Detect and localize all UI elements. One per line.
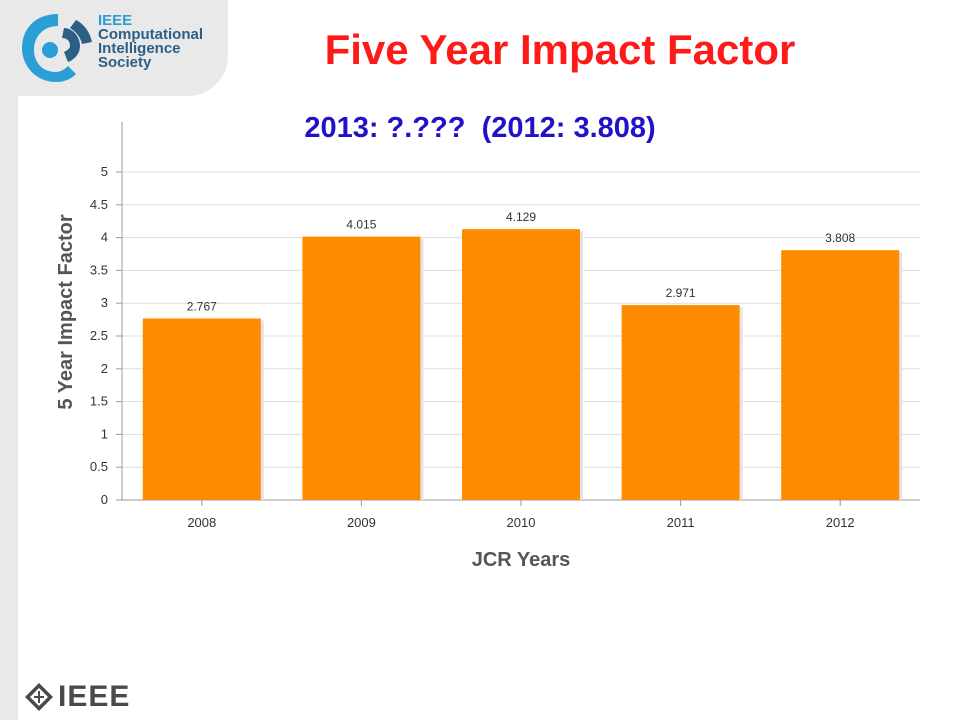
left-strip xyxy=(0,0,18,720)
logo-line-society: Society xyxy=(98,54,152,71)
logo-line-ieee: IEEE xyxy=(98,12,133,29)
y-tick-label: 3 xyxy=(101,295,108,310)
logo-panel: IEEE Computational Intelligence Society xyxy=(0,0,228,96)
bar-2011 xyxy=(621,305,740,500)
x-axis-title: JCR Years xyxy=(472,549,571,571)
y-tick-label: 3.5 xyxy=(90,262,108,277)
slide-subtitle: 2013: ?.??? (2012: 3.808) xyxy=(304,112,656,144)
y-tick-label: 4 xyxy=(101,230,108,245)
y-tick-label: 2.5 xyxy=(90,328,108,343)
bar-2012 xyxy=(781,250,900,500)
data-label: 3.808 xyxy=(825,231,855,245)
y-tick-label: 5 xyxy=(101,164,108,179)
logo-line-computational: Computational xyxy=(98,26,203,43)
x-tick-label: 2009 xyxy=(347,515,376,530)
y-tick-label: 2 xyxy=(101,361,108,376)
slide-title: Five Year Impact Factor xyxy=(324,26,796,73)
y-tick-label: 1 xyxy=(101,426,108,441)
y-tick-label: 0.5 xyxy=(90,459,108,474)
bar-2008 xyxy=(142,318,261,500)
data-label: 4.129 xyxy=(506,210,536,224)
x-tick-label: 2010 xyxy=(507,515,536,530)
bar-2010 xyxy=(462,229,580,500)
ieee-diamond-icon xyxy=(25,683,53,711)
data-label: 2.767 xyxy=(187,299,217,313)
x-tick-label: 2012 xyxy=(826,515,855,530)
y-tick-label: 4.5 xyxy=(90,197,108,212)
logo-text: IEEE Computational Intelligence Society xyxy=(98,12,226,71)
data-label: 4.015 xyxy=(346,218,376,232)
ieee-footer-logo: IEEE xyxy=(24,678,130,716)
data-label: 2.971 xyxy=(666,286,696,300)
x-tick-label: 2008 xyxy=(187,515,216,530)
x-tick-label: 2011 xyxy=(667,515,695,530)
y-tick-label: 1.5 xyxy=(90,394,108,409)
ieee-brand-text: IEEE xyxy=(58,680,131,713)
cis-logo-icon xyxy=(22,14,92,82)
logo-line-intelligence: Intelligence xyxy=(98,40,181,57)
bar-2009 xyxy=(302,236,421,500)
y-axis-title: 5 Year Impact Factor xyxy=(55,214,77,410)
y-tick-label: 0 xyxy=(101,492,108,507)
